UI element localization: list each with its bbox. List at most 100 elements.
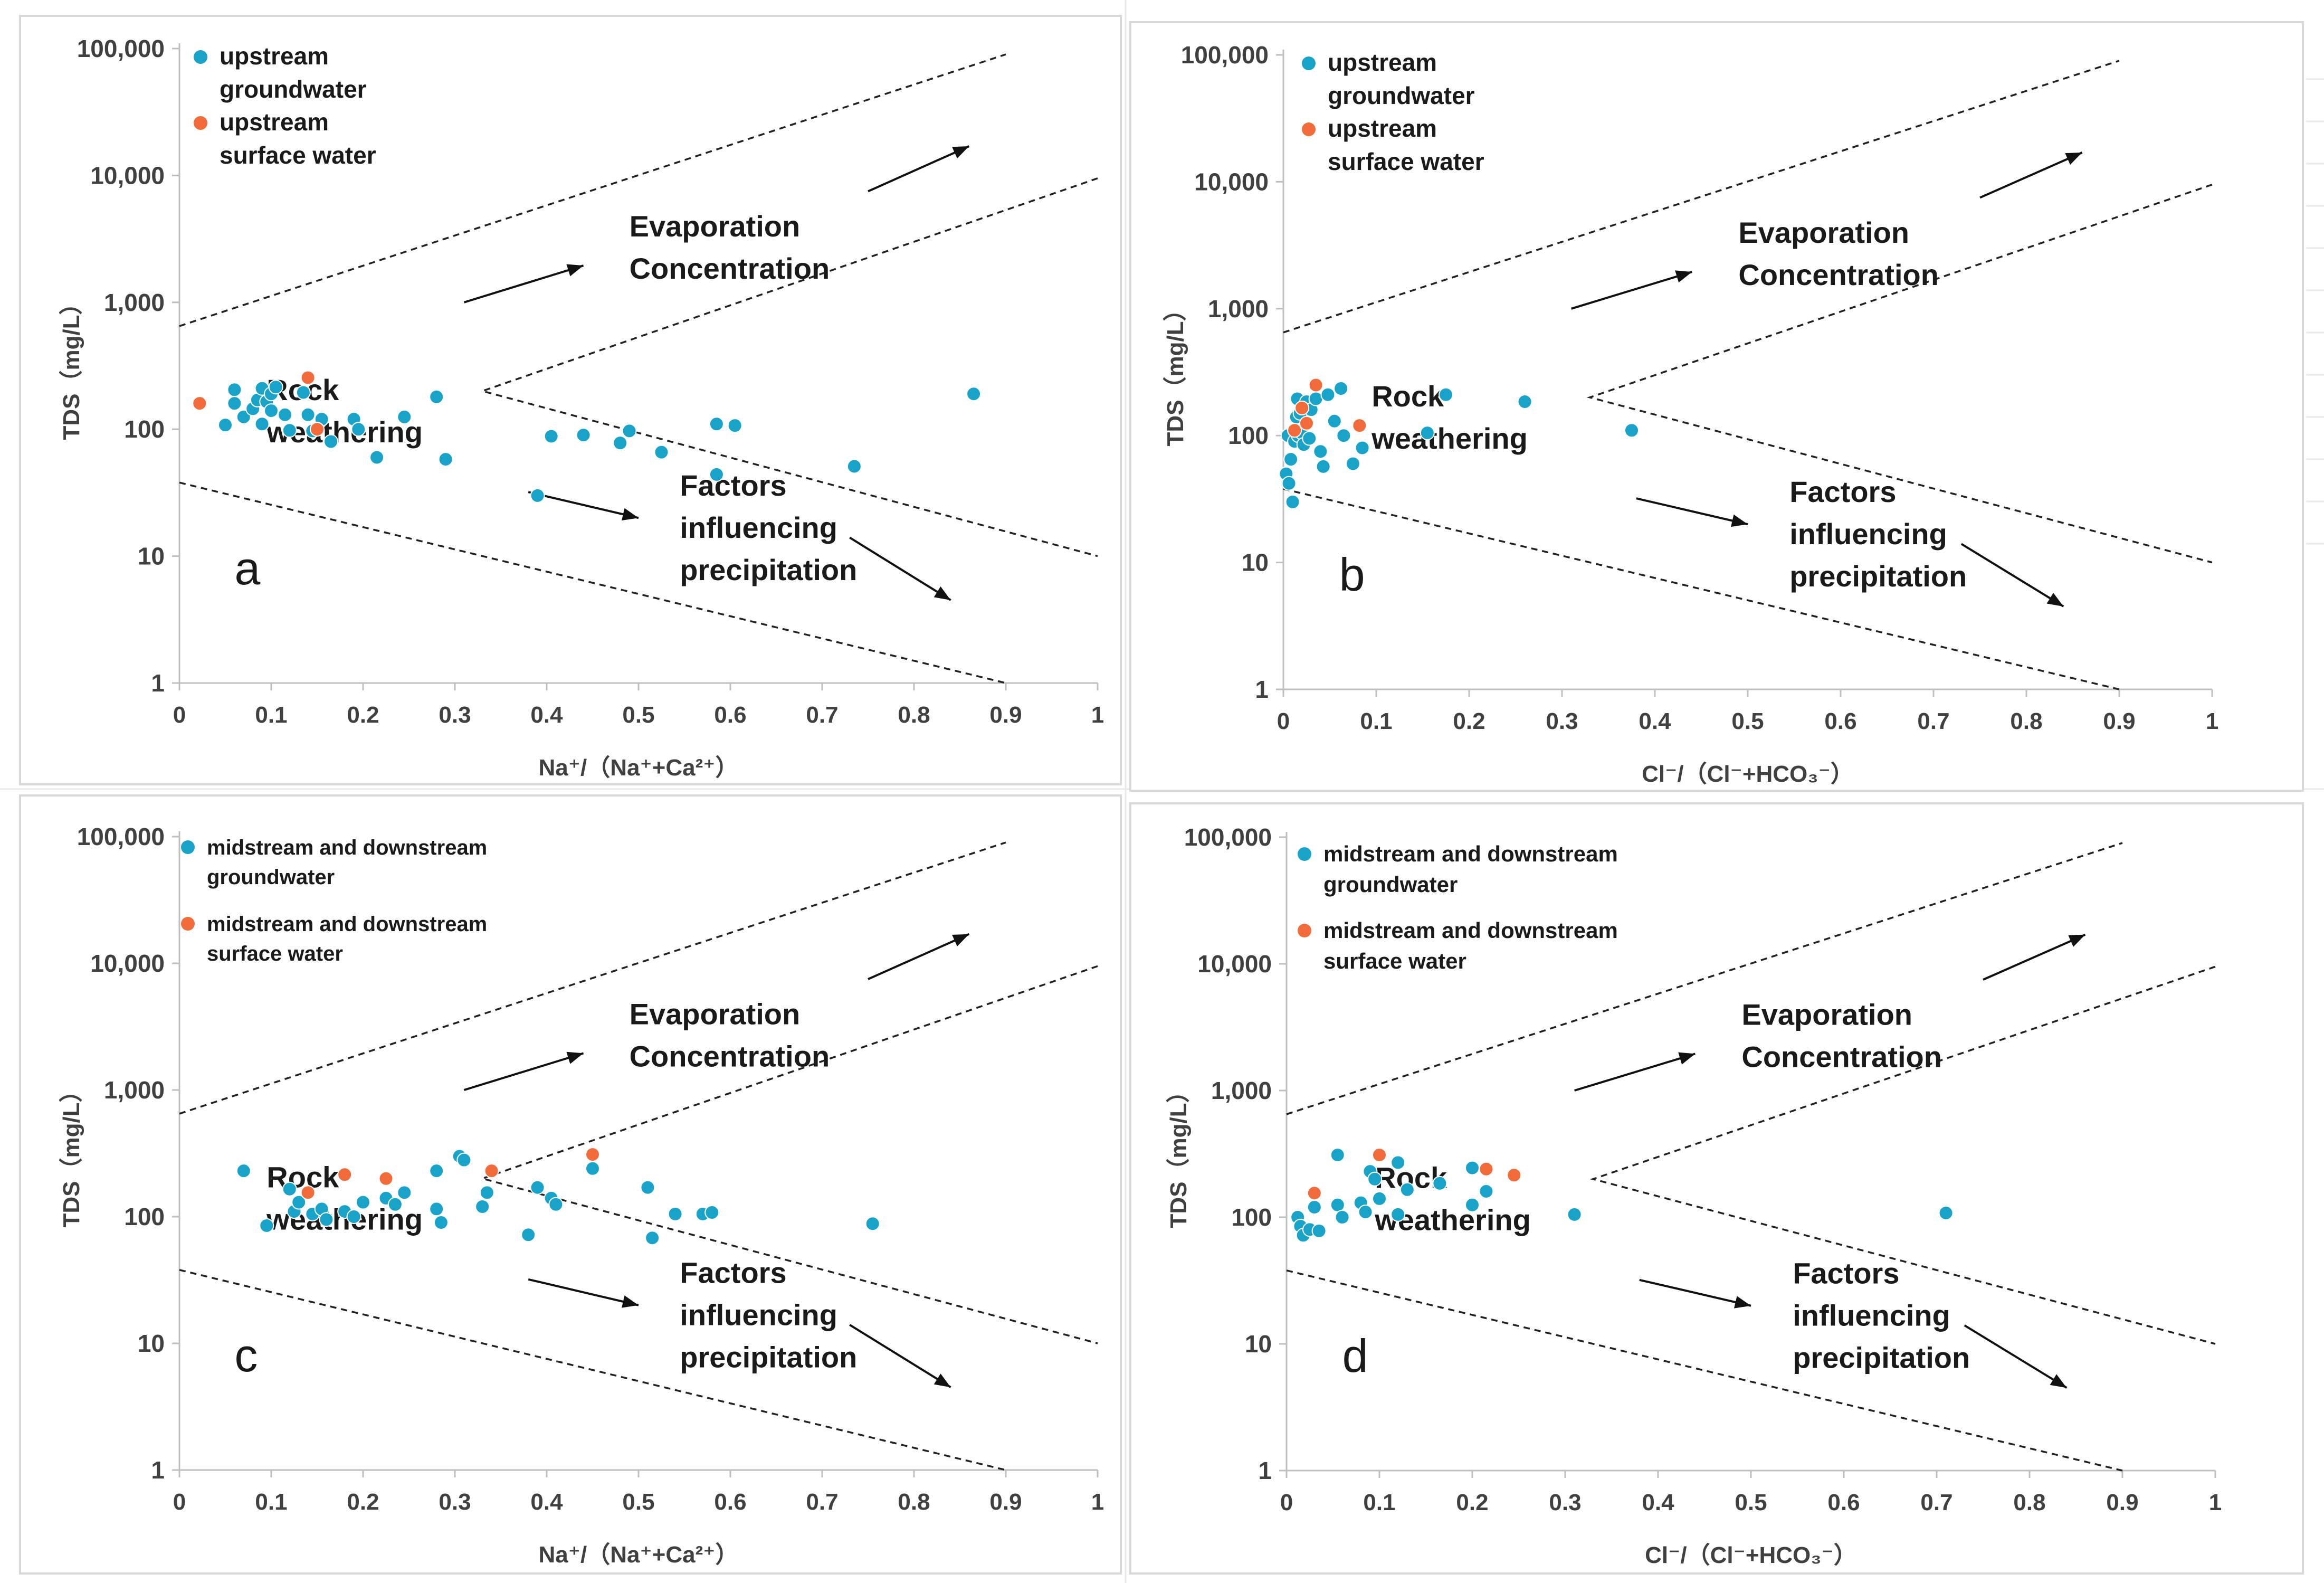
groundwater-point <box>966 386 982 402</box>
axes-d: 0 0.1 0.2 0.3 0.4 0.5 0.6 0.7 0.8 0.9 1 1 10 100 1,000… <box>1166 823 2222 1568</box>
panel-letter: a <box>234 542 260 594</box>
groundwater-point <box>709 467 724 482</box>
factors-label: Factors <box>1789 475 1896 508</box>
evaporation-arrow-lower-head <box>1675 270 1692 283</box>
legend-marker-groundwater <box>1298 847 1311 861</box>
groundwater-point <box>1336 428 1351 443</box>
evaporation-arrow-upper <box>868 933 970 980</box>
y-tick-label: 10,000 <box>90 162 165 189</box>
factors-label: Factors <box>1793 1256 1899 1290</box>
y-tick-label: 1,000 <box>104 1076 165 1104</box>
groundwater-point <box>1285 494 1300 509</box>
groundwater-point <box>1439 387 1453 402</box>
surface-water-point <box>585 1147 600 1162</box>
groundwater-point <box>1358 1205 1373 1220</box>
x-tick-label: 0 <box>173 702 186 728</box>
precipitation-arrow-lower <box>1964 1324 2068 1389</box>
groundwater-point <box>268 380 283 395</box>
precipitation-arrow-lower-head <box>934 1373 951 1388</box>
factors-label: Factors <box>680 1256 786 1289</box>
groundwater-point <box>846 459 862 474</box>
weathering-label: weathering <box>1371 422 1528 455</box>
trend-arrows-c <box>463 933 970 1388</box>
groundwater-point <box>1311 1223 1327 1238</box>
groundwater-point <box>236 409 251 424</box>
legend-label: midstream and downstream <box>207 836 487 859</box>
legend-label: groundwater <box>220 75 367 103</box>
x-tick-label: 0.7 <box>806 1489 838 1515</box>
x-tick-label: 0.3 <box>439 1489 471 1515</box>
lower-boundary-line <box>179 1269 1006 1471</box>
evaporation-label: Evaporation <box>1741 998 1912 1031</box>
panel-letter: c <box>234 1329 258 1381</box>
groundwater-point <box>227 396 242 411</box>
y-tick-label: 100,000 <box>77 823 165 850</box>
precipitation-arrow-upper <box>1639 1278 1751 1307</box>
x-tick-label: 0.9 <box>2106 1490 2138 1515</box>
evaporation-arrow-upper-head <box>952 146 969 159</box>
surface-water-point <box>1308 377 1323 393</box>
surface-water-point <box>1287 423 1302 438</box>
groundwater-point <box>1938 1205 1954 1220</box>
precipitation-arrow-upper-head <box>1734 1296 1751 1309</box>
legend-d: midstream and downstream groundwater midst… <box>1298 841 1618 973</box>
legend-c: midstream and downstream groundwater midst… <box>181 836 487 965</box>
groundwater-point <box>264 403 279 419</box>
legend-marker-groundwater <box>194 50 207 64</box>
x-tick-label: 0.8 <box>898 702 930 728</box>
series-surface-water <box>1307 1148 1522 1201</box>
influencing-label: influencing <box>680 1298 837 1331</box>
legend-marker-groundwater <box>181 840 195 854</box>
x-tick-label: 0.1 <box>255 1489 287 1515</box>
surface-water-point <box>1294 400 1310 415</box>
groundwater-point <box>1335 1210 1350 1225</box>
groundwater-point <box>1367 1171 1383 1187</box>
groundwater-point <box>1330 1148 1345 1163</box>
precipitation-arrow-lower <box>849 1324 951 1388</box>
groundwater-point <box>1283 452 1299 467</box>
x-tick-label: 0.7 <box>806 702 838 728</box>
x-tick-label: 0.3 <box>439 702 471 728</box>
groundwater-point <box>429 1201 444 1217</box>
groundwater-point <box>1465 1160 1480 1176</box>
surface-water-point <box>310 422 325 437</box>
groundwater-point <box>1517 394 1532 409</box>
y-tick-label: 100,000 <box>77 35 165 62</box>
x-tick-label: 1 <box>1091 1489 1104 1515</box>
x-tick-label: 0 <box>1277 708 1290 734</box>
y-tick-label: 10,000 <box>1197 950 1272 978</box>
groundwater-point <box>236 1163 251 1179</box>
groundwater-point <box>640 1180 655 1195</box>
legend-label: upstream <box>1328 115 1437 142</box>
groundwater-point <box>218 418 233 433</box>
surface-water-point <box>300 370 316 385</box>
groundwater-point <box>479 1185 494 1200</box>
groundwater-point <box>576 428 591 443</box>
y-tick-label: 100 <box>1231 1203 1272 1231</box>
annotations-d: EvaporationConcentrationRockweatheringFa… <box>1374 998 1970 1375</box>
groundwater-point <box>530 1180 545 1195</box>
x-tick-label: 0 <box>1280 1490 1293 1515</box>
groundwater-point <box>585 1161 600 1176</box>
groundwater-point <box>323 434 339 449</box>
groundwater-point <box>645 1230 660 1246</box>
precipitation-arrow-lower <box>1960 543 2064 608</box>
groundwater-point <box>521 1227 536 1243</box>
x-tick-label: 0.5 <box>1735 1490 1767 1515</box>
trend-arrows-b <box>1571 151 2083 608</box>
annotations-c: EvaporationConcentrationRockweatheringFa… <box>266 998 857 1374</box>
groundwater-point <box>613 435 628 451</box>
y-tick-label: 1 <box>151 669 165 697</box>
evaporation-arrow-lower-head <box>566 1051 584 1064</box>
x-tick-label: 0.3 <box>1546 708 1578 734</box>
annotations-a: EvaporationConcentrationRockweatheringFa… <box>266 210 857 586</box>
groundwater-point <box>1330 1197 1345 1212</box>
evaporation-arrow-lower-head <box>1678 1052 1696 1065</box>
y-tick-label: 10 <box>138 543 165 570</box>
x-tick-label: 0 <box>173 1489 186 1515</box>
legend-marker-surface <box>194 116 207 130</box>
lower-boundary-line <box>1286 1269 2123 1472</box>
x-tick-label: 0.6 <box>1827 1490 1860 1515</box>
surface-water-point <box>300 1185 316 1200</box>
groundwater-point <box>1281 476 1297 491</box>
